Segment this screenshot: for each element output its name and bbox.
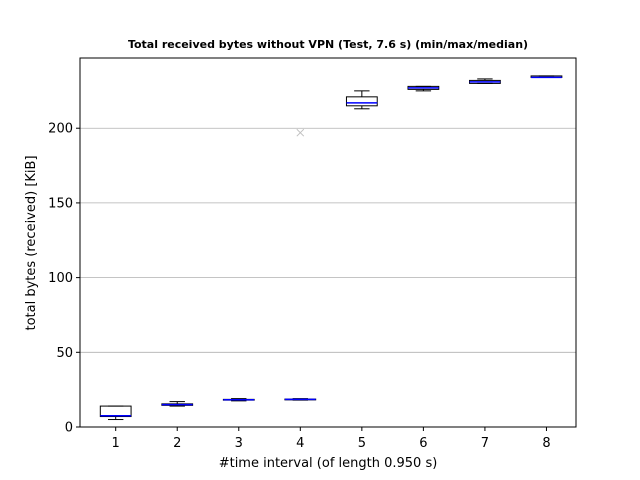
box-7 <box>469 78 501 84</box>
box-4 <box>284 398 317 401</box>
x-tick-label: 7 <box>481 436 489 451</box>
box-2 <box>161 401 194 407</box>
grid-layer <box>80 127 576 428</box>
chart-title: Total received bytes without VPN (Test, … <box>128 38 528 51</box>
box-layer <box>99 75 563 421</box>
box-rect <box>99 405 132 418</box>
box-5 <box>345 90 378 110</box>
y-tick-label: 100 <box>48 271 73 286</box>
outlier-stroke <box>296 128 305 137</box>
x-tick-label: 6 <box>419 436 427 451</box>
box-8 <box>530 75 563 79</box>
x-tick-label: 5 <box>358 436 366 451</box>
y-tick-label: 50 <box>56 346 73 361</box>
y-axis-label: total bytes (received) [KiB] <box>24 155 39 330</box>
x-tick-label: 2 <box>173 436 181 451</box>
box-3 <box>222 398 255 402</box>
plot-frame <box>79 57 577 428</box>
y-tick-label: 200 <box>48 122 73 137</box>
x-tick-label: 3 <box>235 436 243 451</box>
x-axis-label: #time interval (of length 0.950 s) <box>219 456 438 471</box>
y-tick-label: 150 <box>48 196 73 211</box>
box-6 <box>407 85 440 92</box>
x-tick-label: 8 <box>542 436 550 451</box>
box-rect <box>345 96 378 107</box>
outlier-point <box>296 128 305 137</box>
x-tick-label: 4 <box>296 436 304 451</box>
y-tick-label: 0 <box>65 421 73 436</box>
axes-layer: 0 50 100 150 200 1 2 3 4 5 6 7 8 <box>48 57 577 451</box>
x-tick-label: 1 <box>112 436 120 451</box>
box-1 <box>99 405 132 421</box>
